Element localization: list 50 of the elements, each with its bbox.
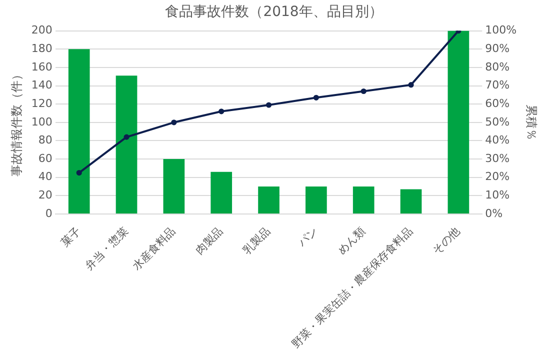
y-tick-label: 180 <box>31 42 52 55</box>
y2-tick-label: 30% <box>485 152 510 165</box>
x-tick-label: その他 <box>430 224 463 258</box>
y2-tick-label: 10% <box>485 188 510 202</box>
y2-tick-label: 40% <box>485 134 510 147</box>
point <box>266 102 272 108</box>
y-axis-title: 事故情報件数（件） <box>9 68 24 176</box>
chart-title: 食品事故件数（2018年、品目別） <box>165 4 383 20</box>
y-tick-label: 160 <box>31 60 52 74</box>
bar <box>306 186 327 214</box>
bar <box>352 186 374 214</box>
point <box>76 170 82 176</box>
y-tick-label: 80 <box>38 134 52 147</box>
y-tick-label: 100 <box>31 115 52 128</box>
y2-tick-label: 100% <box>485 24 517 37</box>
y-tick-label: 40 <box>38 170 52 184</box>
x-tick-label: パン <box>294 224 320 250</box>
x-tick-label: 菓子 <box>58 224 84 250</box>
point <box>218 108 224 114</box>
bar <box>400 189 422 214</box>
point <box>360 88 366 94</box>
y2-tick-label: 90% <box>485 42 510 55</box>
x-tick-label: 水産食料品 <box>130 224 178 273</box>
bar <box>258 186 280 214</box>
y-tick-label: 200 <box>31 24 52 37</box>
y2-axis-title: 累積％ <box>524 104 539 140</box>
bar <box>116 76 138 214</box>
y-tick-label: 0 <box>45 206 52 220</box>
y2-tick-label: 60% <box>485 96 510 110</box>
bar <box>68 49 90 214</box>
y2-tick-label: 50% <box>485 115 510 128</box>
y-tick-label: 140 <box>31 78 52 92</box>
bar <box>210 172 232 214</box>
x-tick-label: 肉製品 <box>192 224 226 258</box>
y2-tick-label: 70% <box>485 78 510 92</box>
y2-tick-label: 80% <box>485 60 510 74</box>
bar <box>163 159 185 214</box>
y-tick-label: 120 <box>31 96 52 110</box>
point <box>171 120 177 126</box>
y2-tick-label: 0% <box>485 206 503 220</box>
y-tick-label: 20 <box>38 188 52 202</box>
bar <box>448 30 470 214</box>
x-tick-label: 乳製品 <box>240 224 273 258</box>
x-tick-label: 弁当・惣菜 <box>82 224 131 273</box>
y-tick-label: 60 <box>38 152 52 165</box>
y2-tick-label: 20% <box>485 170 510 184</box>
x-tick-label: めん類 <box>335 224 368 258</box>
point <box>124 134 130 140</box>
point <box>313 94 319 100</box>
point <box>408 82 414 88</box>
